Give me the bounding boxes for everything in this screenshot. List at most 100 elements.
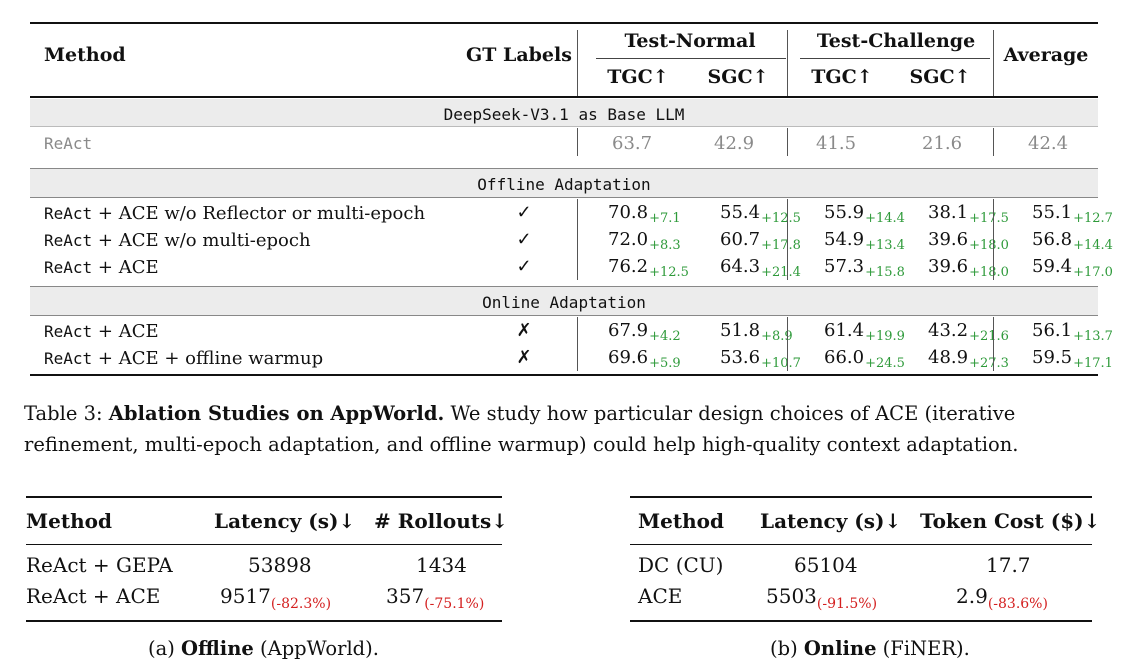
divider [787,199,788,226]
score-gain: +19.9 [865,329,905,344]
divider [993,317,994,344]
cell-tgc-normal: 76.2+12.5 [608,256,689,280]
score-gain: +4.2 [649,329,681,344]
header-sgc-challenge: SGC↑ [909,66,971,88]
divider [577,317,578,344]
score-gain: +8.9 [761,329,793,344]
score-gain: +8.3 [649,238,681,253]
table-bottom-rule [630,620,1092,622]
divider [993,253,994,280]
score-value: 43.2 [928,320,969,341]
online-row2-method: ACE [638,584,683,608]
section-band [30,169,1098,197]
section-offline-adaptation: Offline Adaptation [477,175,651,194]
divider [993,199,994,226]
cell-sgc-normal: 51.8+8.9 [720,320,793,344]
header-rule [30,96,1098,98]
offline-cost-table: Method Latency (s)↓ # Rollouts↓ ReAct + … [26,496,508,626]
section-band [30,287,1098,315]
header-test-normal: Test-Normal [624,30,756,52]
score-gain: +5.9 [649,356,681,371]
test-challenge-underline [800,58,990,59]
score-gain: +15.8 [865,265,905,280]
token-cost-reduction: (-83.6%) [987,596,1048,612]
row-rule [30,286,1098,287]
divider [993,30,994,96]
score-value: 61.4 [824,320,865,341]
score-gain: +18.0 [969,265,1009,280]
score-gain: +17.8 [761,238,801,253]
caption-text: We study how particular design choices o… [24,402,1019,456]
score-gain: +10.7 [761,356,801,371]
online-row1-latency: 65104 [794,553,858,577]
score-value: 39.6 [928,256,969,277]
row-rule [30,168,1098,169]
method-base: ReAct [44,349,93,368]
row-rule [30,315,1098,316]
score-value: 54.9 [824,229,865,250]
cell-tgc-normal: 70.8+7.1 [608,202,681,226]
method-base: ReAct [44,204,93,223]
offline-row2-method: ReAct + ACE [26,584,161,608]
score-value: 72.0 [608,229,649,250]
subcaption-prefix: (b) [770,637,804,660]
score-value: 56.1 [1032,320,1073,341]
score-gain: +12.7 [1073,211,1113,226]
cell-tgc-challenge: 66.0+24.5 [824,347,905,371]
score-value: 64.3 [720,256,761,277]
section-online-adaptation: Online Adaptation [482,293,646,312]
score-value: 76.2 [608,256,649,277]
cell-average: 55.1+12.7 [1032,202,1113,226]
online-header-method: Method [638,509,724,533]
divider [787,226,788,253]
divider [577,30,578,96]
rollouts-reduction: (-75.1%) [424,596,485,612]
table-caption: Table 3: Ablation Studies on AppWorld. W… [24,398,1104,460]
table-bottom-rule [26,620,502,622]
cell-sgc-challenge: 43.2+21.6 [928,320,1009,344]
score-value: 51.8 [720,320,761,341]
divider [787,253,788,280]
offline-header-method: Method [26,509,112,533]
score-value: 66.0 [824,347,865,368]
method-variant: + ACE [92,257,159,278]
header-test-challenge: Test-Challenge [816,30,976,52]
latency-reduction: (-82.3%) [270,596,332,612]
divider [787,30,788,96]
header-gt-labels: GT Labels [466,44,572,66]
score-value: 67.9 [608,320,649,341]
method-variant: + ACE + offline warmup [92,348,324,369]
divider [577,253,578,280]
offline-row2-latency: 9517(-82.3%) [220,584,331,612]
score-value: 55.9 [824,202,865,223]
divider [993,344,994,371]
divider [787,128,788,156]
score-gain: +21.4 [761,265,801,280]
cell-average: 56.1+13.7 [1032,320,1113,344]
cell-average: 59.5+17.1 [1032,347,1113,371]
caption-prefix: Table 3: [24,402,109,425]
divider [787,317,788,344]
latency-reduction: (-91.5%) [816,596,878,612]
online-row2-latency: 5503(-91.5%) [766,584,877,612]
score-value: 57.3 [824,256,865,277]
cell-sgc-challenge: 39.6+18.0 [928,229,1009,253]
score-value: 38.1 [928,202,969,223]
method-base: ReAct [44,322,93,341]
row-method: ReAct + ACE w/o Reflector or multi-epoch [44,203,425,224]
online-row1-method: DC (CU) [638,553,724,577]
cell-sgc-normal: 64.3+21.4 [720,256,801,280]
gt-label-mark: ✓ [516,256,532,277]
method-variant: + ACE w/o Reflector or multi-epoch [92,203,426,224]
score-gain: +14.4 [1073,238,1113,253]
score-gain: +17.0 [1073,265,1113,280]
score-value: 55.4 [720,202,761,223]
score-value: 56.8 [1032,229,1073,250]
score-value: 60.7 [720,229,761,250]
gt-label-mark: ✗ [516,347,532,368]
score-gain: +27.3 [969,356,1009,371]
cell-sgc-challenge: 39.6+18.0 [928,256,1009,280]
score-gain: +12.5 [649,265,689,280]
offline-row2-rollouts: 357(-75.1%) [386,584,484,612]
table-top-rule [630,496,1092,498]
